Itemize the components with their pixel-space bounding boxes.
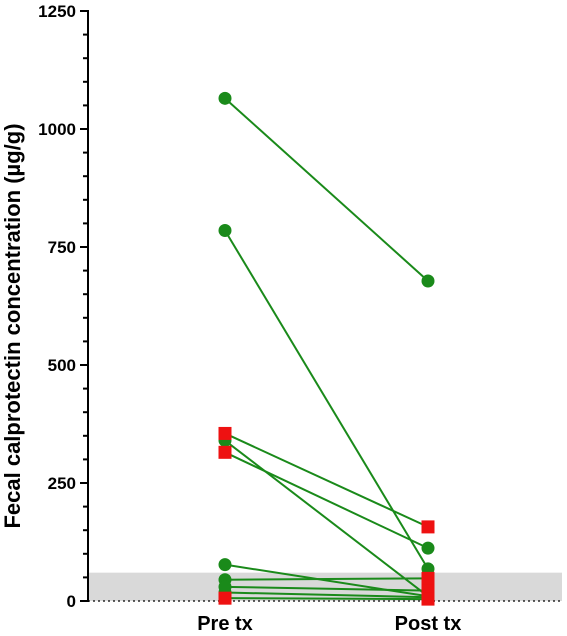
data-point-square	[218, 591, 232, 605]
data-point-circle	[218, 223, 232, 237]
y-tick-label: 500	[48, 356, 76, 375]
y-tick-label: 750	[48, 238, 76, 257]
y-tick-label: 250	[48, 474, 76, 493]
x-category-label: Post tx	[395, 613, 462, 635]
pair-line	[224, 577, 429, 581]
data-point-square	[421, 592, 435, 606]
y-tick-label: 0	[67, 592, 76, 611]
pair-line	[224, 97, 429, 282]
pair-line	[224, 229, 429, 570]
pair-line	[224, 597, 429, 601]
data-point-circle	[218, 91, 232, 105]
pair-line	[224, 432, 429, 528]
normal-range-band	[88, 572, 562, 601]
data-point-square	[421, 571, 435, 585]
data-point-square	[218, 445, 232, 459]
pair-line	[224, 585, 429, 592]
data-point-circle	[218, 558, 232, 572]
data-point-circle	[421, 541, 435, 555]
y-tick-label: 1000	[38, 120, 76, 139]
pair-line	[224, 591, 429, 599]
y-axis-title: Fecal calprotectin concentration (µg/g)	[0, 123, 25, 528]
x-category-label: Pre tx	[197, 613, 253, 635]
y-ticks: 0 250 500 750 1000 1250	[38, 2, 88, 611]
data-point-square	[421, 520, 435, 534]
y-tick-label: 1250	[38, 2, 76, 21]
data-point-square	[218, 426, 232, 440]
pair-line	[224, 563, 429, 598]
x-category-labels: Pre tx Post tx	[197, 613, 461, 635]
data-point-circle	[421, 274, 435, 288]
pair-line	[224, 439, 429, 598]
pair-line	[224, 451, 429, 550]
paired-series	[218, 91, 435, 606]
